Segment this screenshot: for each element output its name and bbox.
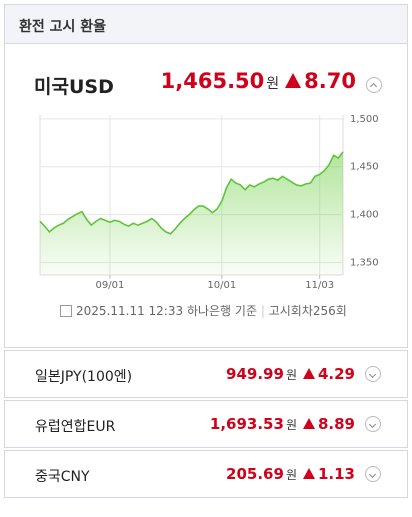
area [40,151,343,275]
rate: 1,465.50 [160,69,265,93]
chart-footer: 2025.11.11 12:33 하나은행 기준 | 고시회차256회 [60,302,347,319]
expand-button[interactable] [365,466,381,482]
collapse-button[interactable] [366,77,382,93]
expand-button[interactable] [365,416,381,432]
y-tick-label: 1,500 [350,114,379,125]
unit: 원 [285,368,297,382]
usd-card [4,44,408,348]
currency-row[interactable]: 중국CNY 205.69 원 1.13 [4,450,408,498]
source: 하나은행 기준 [186,304,257,318]
currency-name: 중국CNY [35,469,90,485]
rate-box: 1,693.53 원 8.89 [210,415,355,433]
up-arrow [302,418,315,429]
currency-name: 미국USD [34,76,114,98]
y-tick-label: 1,350 [350,258,379,269]
separator: | [260,304,265,318]
currency-name: 일본JPY(100엔) [35,369,133,385]
currency-row[interactable]: 유럽연합EUR 1,693.53 원 8.89 [4,400,408,448]
up-arrow [302,368,315,379]
header: 환전 고시 환율 [4,4,408,44]
x-tick-label: 10/01 [207,280,236,291]
header-title: 환전 고시 환율 [19,19,107,35]
currency-name: 유럽연합EUR [35,419,116,435]
line [39,151,344,235]
y-tick-label: 1,450 [350,162,379,173]
rate-box: 205.69 원 1.13 [226,465,355,483]
change: 1.13 [317,465,355,483]
round: 고시회차256회 [268,304,347,318]
calendar-icon [60,305,72,317]
rate: 1,693.53 [209,415,284,433]
unit: 원 [266,76,280,92]
unit: 원 [285,468,297,482]
change: 4.29 [317,365,355,383]
rate: 205.69 [226,465,284,483]
x-tick-label: 11/03 [305,280,334,291]
up-arrow [285,73,302,88]
datetime: 2025.11.11 12:33 [76,304,184,318]
up-arrow [302,468,315,479]
change: 8.89 [317,415,355,433]
chart: 1,350 1,400 1,450 1,500 09/01 10/01 11/03 [39,114,379,291]
rate: 949.99 [226,365,284,383]
x-tick-label: 09/01 [96,280,125,291]
rate-box: 949.99 원 4.29 [226,365,355,383]
expand-button[interactable] [365,366,381,382]
change: 8.70 [304,69,356,93]
currency-row[interactable]: 일본JPY(100엔) 949.99 원 4.29 [4,350,408,398]
rate-box: 1,465.50 원 8.70 [161,69,356,93]
y-tick-label: 1,400 [350,210,379,221]
unit: 원 [285,418,297,432]
